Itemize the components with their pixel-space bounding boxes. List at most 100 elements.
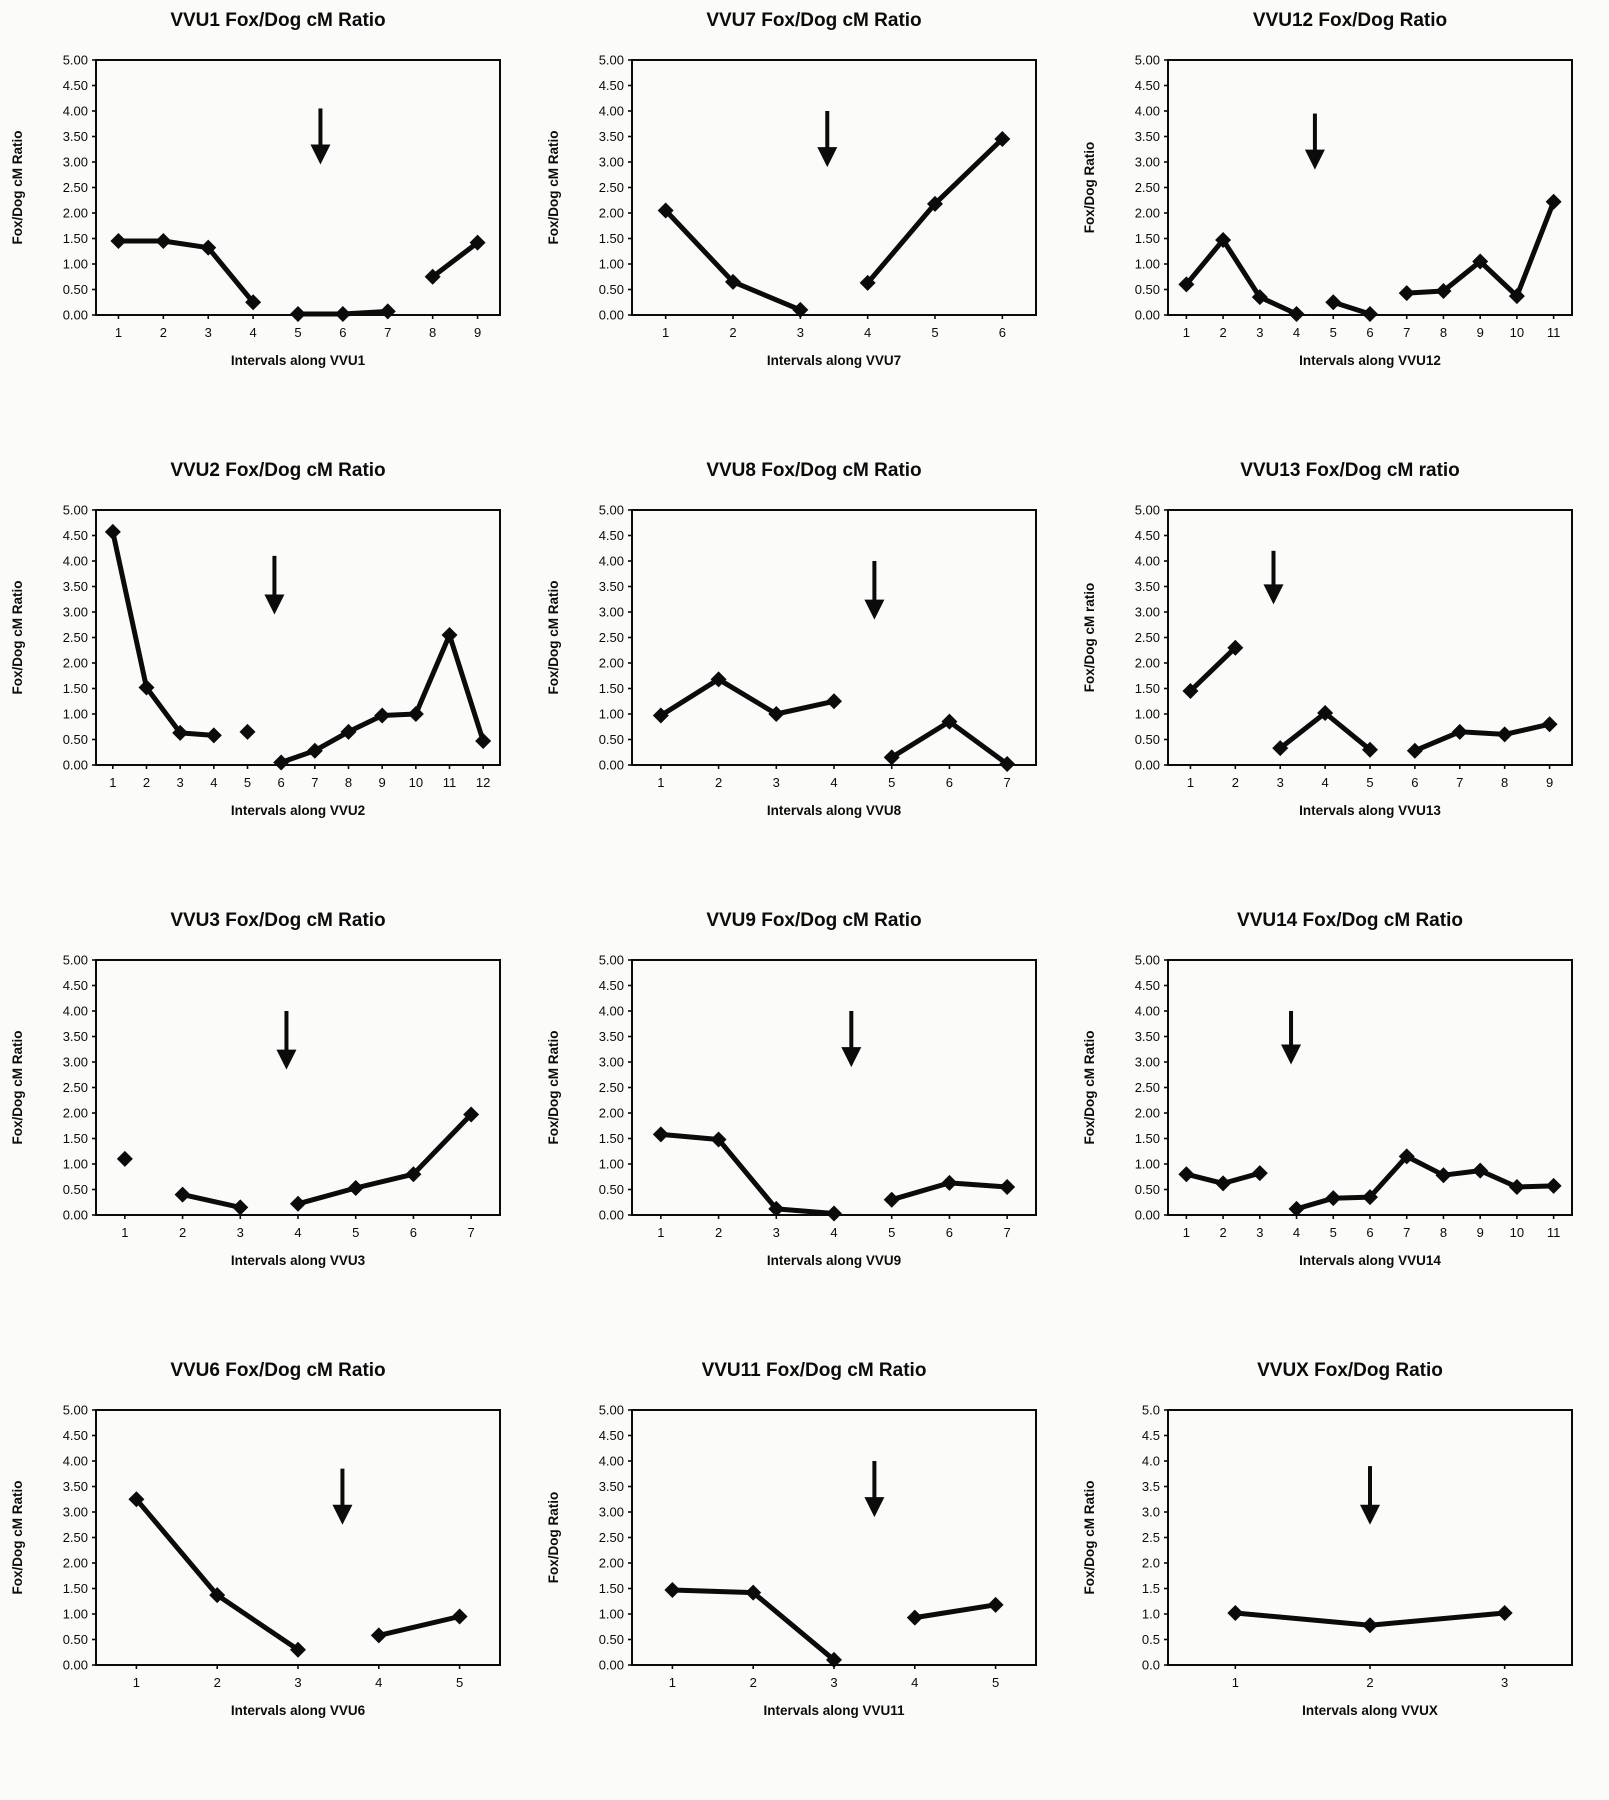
y-tick-label: 4.00 bbox=[599, 1004, 624, 1019]
down-arrow-icon bbox=[864, 1461, 885, 1518]
data-point-marker bbox=[273, 754, 290, 771]
data-point-marker bbox=[994, 131, 1011, 148]
x-tick-label: 4 bbox=[911, 1675, 918, 1690]
axis-frame bbox=[631, 959, 1037, 1216]
x-axis-title: Intervals along VVU2 bbox=[231, 803, 365, 818]
x-tick-label: 1 bbox=[115, 325, 122, 340]
data-point-marker bbox=[1472, 1162, 1489, 1179]
y-tick-label: 2.50 bbox=[599, 630, 624, 645]
y-tick-label: 4.00 bbox=[63, 1454, 88, 1469]
x-tick-label: 2 bbox=[1219, 325, 1226, 340]
down-arrow-head bbox=[1281, 1044, 1302, 1065]
x-tick-label: 9 bbox=[1477, 1225, 1484, 1240]
data-point-marker bbox=[1215, 1175, 1232, 1192]
y-tick-label: 2.00 bbox=[599, 1556, 624, 1571]
down-arrow-head bbox=[864, 1497, 885, 1518]
data-point-marker bbox=[155, 233, 172, 250]
axis-frame bbox=[1167, 959, 1573, 1216]
down-arrow-head bbox=[276, 1049, 297, 1070]
data-point-marker bbox=[138, 679, 155, 696]
data-point-marker bbox=[1496, 726, 1513, 743]
y-tick-label: 3.50 bbox=[1135, 1029, 1160, 1044]
plot-area: VVUX Fox/Dog Ratio 0.0 0.5 1.0 1.5 2.0 2.5 3.0 3… bbox=[1082, 1360, 1573, 1718]
x-tick-label: 4 bbox=[375, 1675, 382, 1690]
y-tick-label: 3.50 bbox=[599, 579, 624, 594]
down-arrow-head bbox=[310, 144, 331, 165]
data-point-marker bbox=[1288, 1200, 1305, 1217]
y-tick-label: 1.50 bbox=[1135, 1131, 1160, 1146]
y-tick-label: 0.50 bbox=[1135, 282, 1160, 297]
data-point-marker bbox=[710, 671, 727, 688]
data-point-marker bbox=[652, 1126, 669, 1143]
x-tick-label: 4 bbox=[1293, 325, 1300, 340]
x-tick-label: 3 bbox=[237, 1225, 244, 1240]
y-tick-label: 1.50 bbox=[63, 1581, 88, 1596]
chart-vvu12: VVU12 Fox/Dog Ratio 0.00 0.50 1.00 1.50 2.00 2… bbox=[1072, 0, 1608, 450]
x-tick-label: 5 bbox=[888, 775, 895, 790]
y-tick-label: 2.50 bbox=[1135, 630, 1160, 645]
y-tick-label: 3.50 bbox=[1135, 129, 1160, 144]
data-point-marker bbox=[1545, 1177, 1562, 1194]
x-axis-title: Intervals along VVU12 bbox=[1299, 353, 1441, 368]
data-point-marker bbox=[1325, 1190, 1342, 1207]
y-axis-title: Fox/Dog cM Ratio bbox=[546, 131, 561, 245]
x-tick-label: 11 bbox=[443, 775, 457, 790]
data-point-marker bbox=[1251, 289, 1268, 306]
y-tick-label: 3.00 bbox=[1135, 155, 1160, 170]
y-tick-label: 1.50 bbox=[1135, 681, 1160, 696]
data-point-marker bbox=[128, 1491, 145, 1508]
x-tick-label: 1 bbox=[121, 1225, 128, 1240]
data-point-marker bbox=[999, 1178, 1016, 1195]
x-tick-label: 8 bbox=[1440, 325, 1447, 340]
x-tick-label: 8 bbox=[1440, 1225, 1447, 1240]
data-series-line bbox=[1404, 199, 1557, 299]
plot-area: VVU2 Fox/Dog cM Ratio 0.00 0.50 1.00 1.50 2.0… bbox=[10, 460, 501, 818]
down-arrow-head bbox=[264, 594, 285, 615]
x-tick-label: 2 bbox=[214, 1675, 221, 1690]
data-point-marker bbox=[999, 755, 1016, 772]
y-tick-label: 1.00 bbox=[63, 707, 88, 722]
down-arrow-icon bbox=[1281, 1011, 1302, 1065]
data-point-marker bbox=[1362, 1189, 1378, 1206]
y-tick-label: 4.5 bbox=[1142, 1428, 1160, 1443]
down-arrow-head bbox=[1263, 584, 1284, 605]
y-tick-label: 2.00 bbox=[63, 206, 88, 221]
y-tick-label: 2.00 bbox=[599, 1106, 624, 1121]
x-tick-label: 7 bbox=[1403, 325, 1410, 340]
y-axis-title: Fox/Dog cM Ratio bbox=[10, 581, 25, 695]
x-tick-label: 4 bbox=[249, 325, 256, 340]
x-tick-label: 3 bbox=[797, 325, 804, 340]
x-axis-title: Intervals along VVU11 bbox=[763, 1703, 905, 1718]
data-point-marker bbox=[1496, 1604, 1513, 1621]
down-arrow-icon bbox=[1263, 550, 1284, 605]
data-series-line bbox=[180, 1192, 243, 1210]
y-tick-label: 4.50 bbox=[63, 78, 88, 93]
chart-title: VVUX Fox/Dog Ratio bbox=[1257, 1360, 1443, 1381]
x-tick-label: 5 bbox=[294, 325, 301, 340]
x-tick-label: 7 bbox=[311, 775, 318, 790]
x-tick-label: 6 bbox=[1366, 1225, 1373, 1240]
y-tick-label: 2.50 bbox=[63, 1530, 88, 1545]
x-tick-label: 6 bbox=[410, 1225, 417, 1240]
y-tick-label: 5.00 bbox=[1135, 53, 1160, 68]
data-point-marker bbox=[469, 234, 486, 251]
x-tick-label: 9 bbox=[474, 325, 481, 340]
y-axis-title: Fox/Dog cM Ratio bbox=[1082, 1481, 1097, 1595]
y-axis-title: Fox/Dog cM Ratio bbox=[546, 1031, 561, 1145]
y-tick-label: 0.50 bbox=[599, 282, 624, 297]
chart-title: VVU14 Fox/Dog cM Ratio bbox=[1237, 910, 1463, 931]
y-tick-label: 5.00 bbox=[599, 953, 624, 968]
x-tick-label: 4 bbox=[1321, 775, 1328, 790]
x-tick-label: 6 bbox=[946, 1225, 953, 1240]
x-tick-label: 5 bbox=[992, 1675, 999, 1690]
chart-vvu9: VVU9 Fox/Dog cM Ratio 0.00 0.50 1.00 1.50 2.0… bbox=[536, 900, 1072, 1350]
x-tick-label: 5 bbox=[1366, 775, 1373, 790]
x-tick-label: 4 bbox=[1293, 1225, 1300, 1240]
data-point-marker bbox=[205, 727, 222, 744]
y-tick-label: 2.00 bbox=[1135, 206, 1160, 221]
y-tick-label: 3.50 bbox=[599, 1479, 624, 1494]
y-axis-title: Fox/Dog Ratio bbox=[1082, 142, 1097, 234]
x-tick-label: 2 bbox=[160, 325, 167, 340]
down-arrow-head bbox=[1304, 149, 1325, 170]
y-tick-label: 4.00 bbox=[1135, 104, 1160, 119]
